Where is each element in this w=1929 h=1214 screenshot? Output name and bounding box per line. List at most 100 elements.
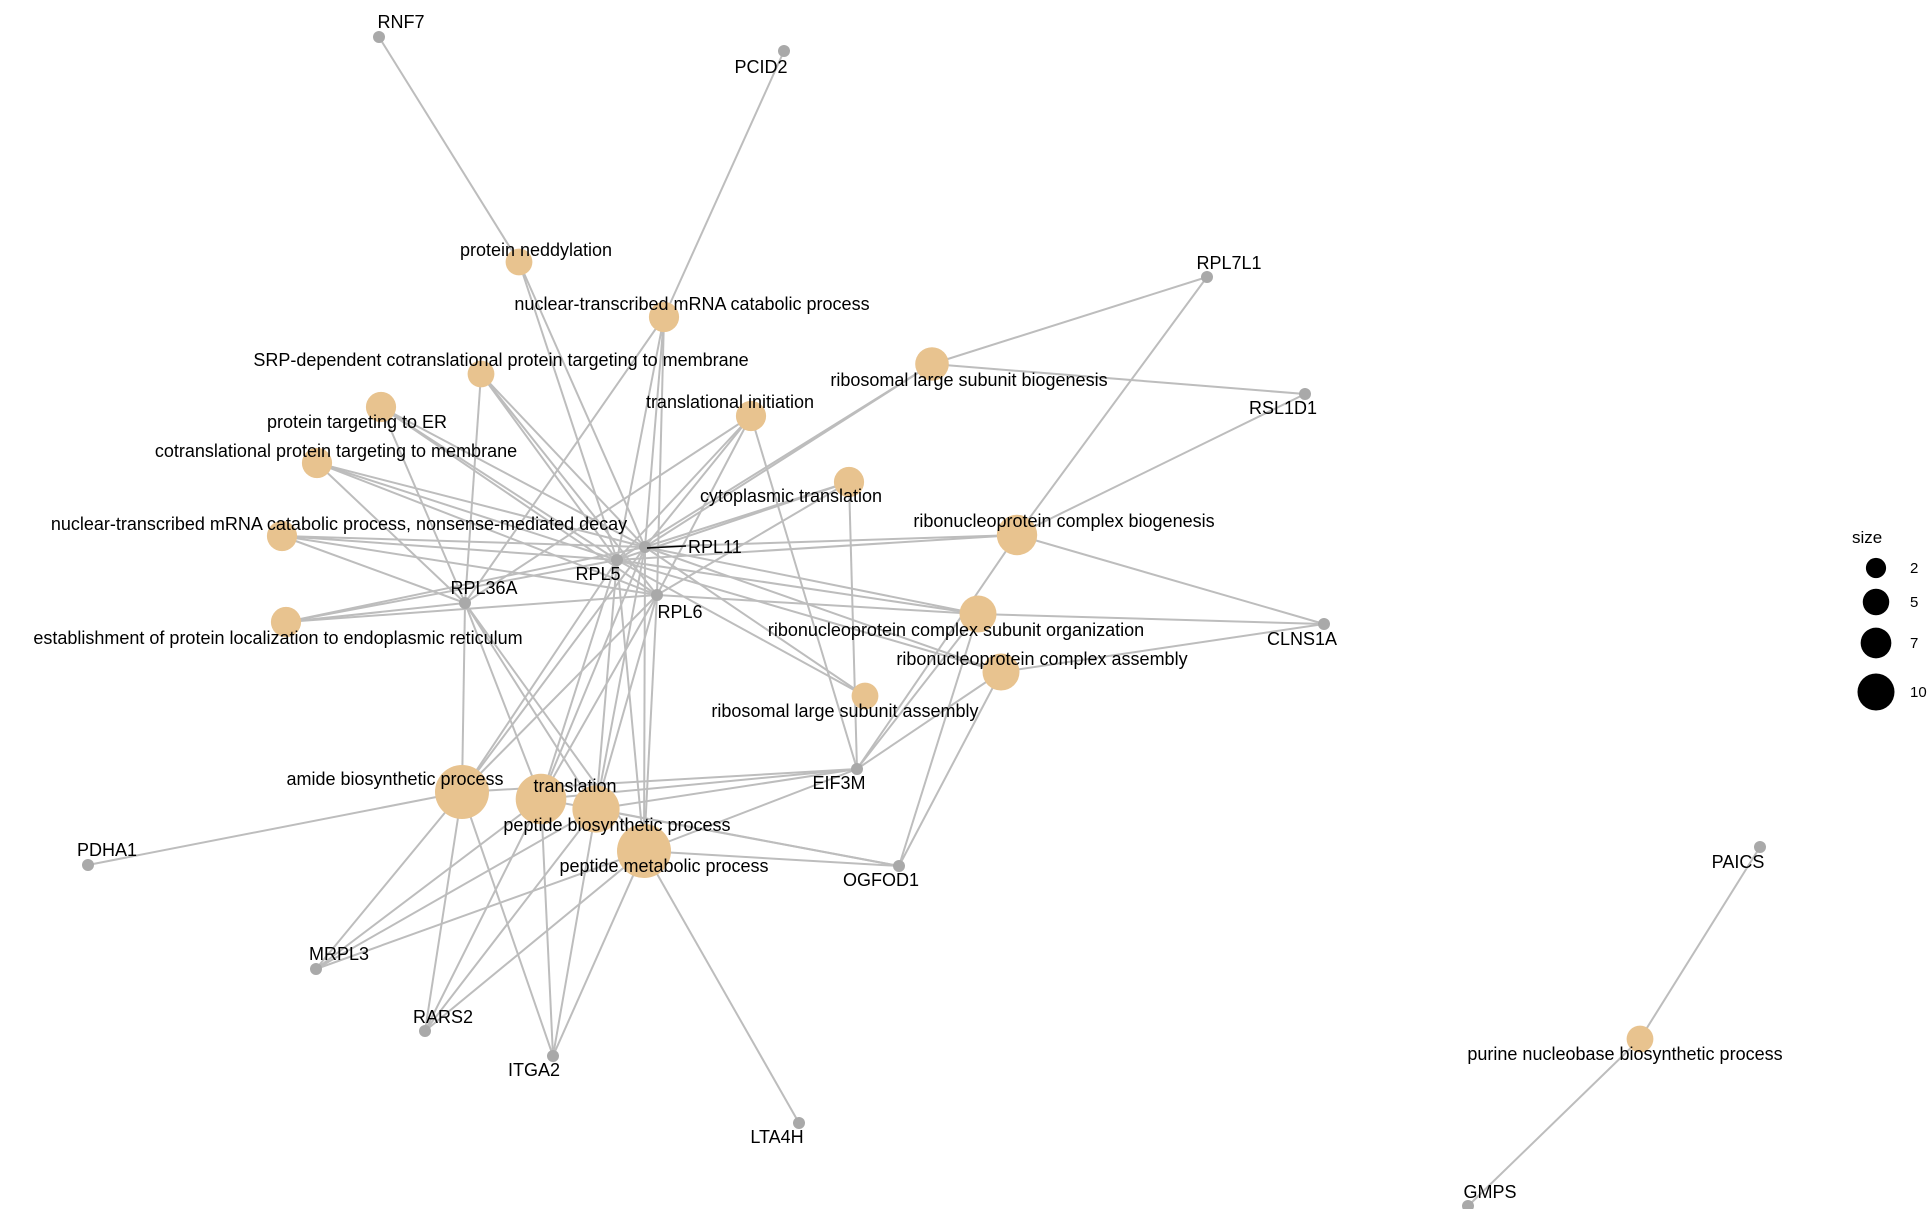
term-node-cotrans — [301, 447, 333, 479]
edge-t-rcb-rsl1d1 — [1016, 393, 1306, 536]
edge-t-pmp-ogfod1 — [643, 850, 900, 867]
gene-label-ogfod1: OGFOD1 — [843, 870, 919, 890]
edge-t-rcb-rpl11 — [644, 534, 1018, 548]
edge-t-pmp-itga2 — [552, 850, 645, 1057]
gene-node-rsl1d1 — [1299, 388, 1311, 400]
edge-t-purine-gmps — [1467, 1038, 1641, 1207]
term-node-rcso — [959, 595, 997, 633]
term-node-srp — [467, 360, 495, 388]
term-node-rca — [982, 653, 1020, 691]
edge-t-init-eif3m — [750, 415, 858, 770]
legend-dot-2 — [1865, 557, 1887, 579]
gene-label-paics: PAICS — [1712, 852, 1765, 872]
gene-node-mrpl3 — [310, 963, 322, 975]
legend-label-5: 5 — [1910, 594, 1918, 611]
gene-label-rpl7l1: RPL7L1 — [1196, 253, 1261, 273]
legend-dot-7 — [1860, 627, 1892, 659]
edge-t-lsb-rsl1d1 — [931, 363, 1306, 395]
term-label-cotrans: cotranslational protein targeting to mem… — [155, 441, 517, 461]
edge-t-nmd-rpl6 — [281, 535, 658, 596]
edge-t-establish-rpl6 — [285, 594, 658, 623]
edge-t-amide-rars2 — [424, 791, 463, 1032]
edge-t-translation-rpl5 — [540, 559, 618, 800]
gene-label-rsl1d1: RSL1D1 — [1249, 398, 1317, 418]
term-label-translation: translation — [533, 776, 616, 796]
edge-t-pmp-mrpl3 — [315, 850, 645, 970]
gene-label-rpl36a: RPL36A — [450, 578, 517, 598]
edge-t-rcb-rpl7l1 — [1016, 276, 1208, 536]
gene-node-rpl5 — [611, 554, 623, 566]
gene-label-itga2: ITGA2 — [508, 1060, 560, 1080]
edge-t-rcso-clns1a — [977, 613, 1325, 625]
edge-t-rcb-rpl5 — [616, 534, 1018, 561]
edge-t-amide-rpl36a — [461, 602, 466, 793]
edge-t-cotrans-rpl36a — [316, 462, 466, 604]
gene-label-gmps: GMPS — [1463, 1182, 1516, 1202]
term-node-lsb — [915, 347, 949, 381]
term-node-translation — [515, 773, 567, 825]
legend-title: size — [1852, 528, 1882, 547]
edge-rnf7-t-neddylation — [378, 36, 520, 263]
gene-node-clns1a — [1318, 618, 1330, 630]
edge-t-er-rpl6 — [380, 406, 658, 596]
edge-t-er-rpl5 — [380, 406, 618, 561]
term-node-neddylation — [505, 248, 533, 276]
edge-t-purine-paics — [1639, 846, 1761, 1040]
edge-t-rca-rpl11 — [644, 546, 1002, 673]
gene-node-rnf7 — [373, 31, 385, 43]
term-node-purine — [1626, 1025, 1654, 1053]
gene-node-eif3m — [851, 763, 863, 775]
legend-label-2: 2 — [1910, 560, 1918, 577]
gene-node-pdha1 — [82, 859, 94, 871]
gene-label-rars2: RARS2 — [413, 1007, 473, 1027]
edge-t-er-rpl11 — [380, 406, 646, 548]
labels-layer: RNF7 PCID2 RPL7L1 RSL1D1 RPL11 RPL5 RPL6 RPL36A… — [33, 12, 1782, 1202]
edge-t-cyto-eif3m — [848, 481, 858, 770]
gene-node-rars2 — [419, 1025, 431, 1037]
edge-t-neddylation-rpl5 — [518, 261, 618, 561]
term-label-lsb: ribosomal large subunit biogenesis — [830, 370, 1107, 390]
edge-t-rca-eif3m — [856, 671, 1002, 770]
gene-label-clns1a: CLNS1A — [1267, 629, 1337, 649]
term-label-rcb: ribonucleoprotein complex biogenesis — [913, 511, 1214, 531]
edge-t-rcso-ogfod1 — [898, 613, 979, 867]
gene-label-rpl11: RPL11 — [688, 537, 742, 557]
term-label-amide: amide biosynthetic process — [286, 769, 503, 789]
edge-t-translation-itga2 — [540, 798, 554, 1057]
term-label-rcso: ribonucleoprotein complex subunit organi… — [768, 620, 1144, 640]
term-node-lsa — [851, 682, 879, 710]
term-label-pmp: peptide metabolic process — [559, 856, 768, 876]
term-node-establish — [270, 606, 302, 638]
edges-layer — [87, 36, 1761, 1207]
edge-t-amide-mrpl3 — [315, 791, 463, 970]
label-leader-rpl11 — [646, 545, 687, 549]
gene-node-lta4h — [793, 1117, 805, 1129]
legend-dot-10 — [1857, 673, 1895, 711]
term-label-rca: ribonucleoprotein complex assembly — [896, 649, 1187, 669]
edge-t-amide-rpl5 — [461, 559, 618, 793]
gene-node-rpl11 — [639, 541, 651, 553]
edge-t-srp-rpl6 — [480, 373, 658, 596]
term-label-establish: establishment of protein localization to… — [33, 628, 522, 648]
edge-t-pbp-rpl5 — [595, 559, 618, 810]
edge-t-rca-clns1a — [1000, 623, 1325, 673]
edge-t-translation-rpl36a — [464, 602, 542, 800]
edge-t-lsa-rpl5 — [616, 559, 866, 697]
term-node-cyto — [833, 466, 865, 498]
gene-label-eif3m: EIF3M — [812, 773, 865, 793]
edge-t-rcso-eif3m — [856, 613, 979, 770]
edge-t-srp-rpl36a — [464, 373, 482, 604]
gene-node-paics — [1754, 841, 1766, 853]
edge-t-cyto-rpl11 — [644, 481, 850, 548]
edge-t-pmp-rpl11 — [643, 546, 646, 852]
edge-t-pmp-rars2 — [424, 850, 645, 1032]
nodes-layer — [82, 31, 1766, 1212]
edge-pcid2-t-nuclear-mrna — [663, 50, 785, 318]
term-label-init: translational initiation — [646, 392, 814, 412]
edge-t-pbp-rars2 — [424, 808, 597, 1032]
edge-t-pbp-rpl36a — [464, 602, 597, 810]
term-label-nuclear-mrna: nuclear-transcribed mRNA catabolic proce… — [514, 294, 869, 314]
edge-t-establish-rpl5 — [285, 559, 618, 623]
edge-t-nuclear-mrna-rpl5 — [616, 316, 665, 561]
term-node-rcb — [996, 514, 1038, 556]
